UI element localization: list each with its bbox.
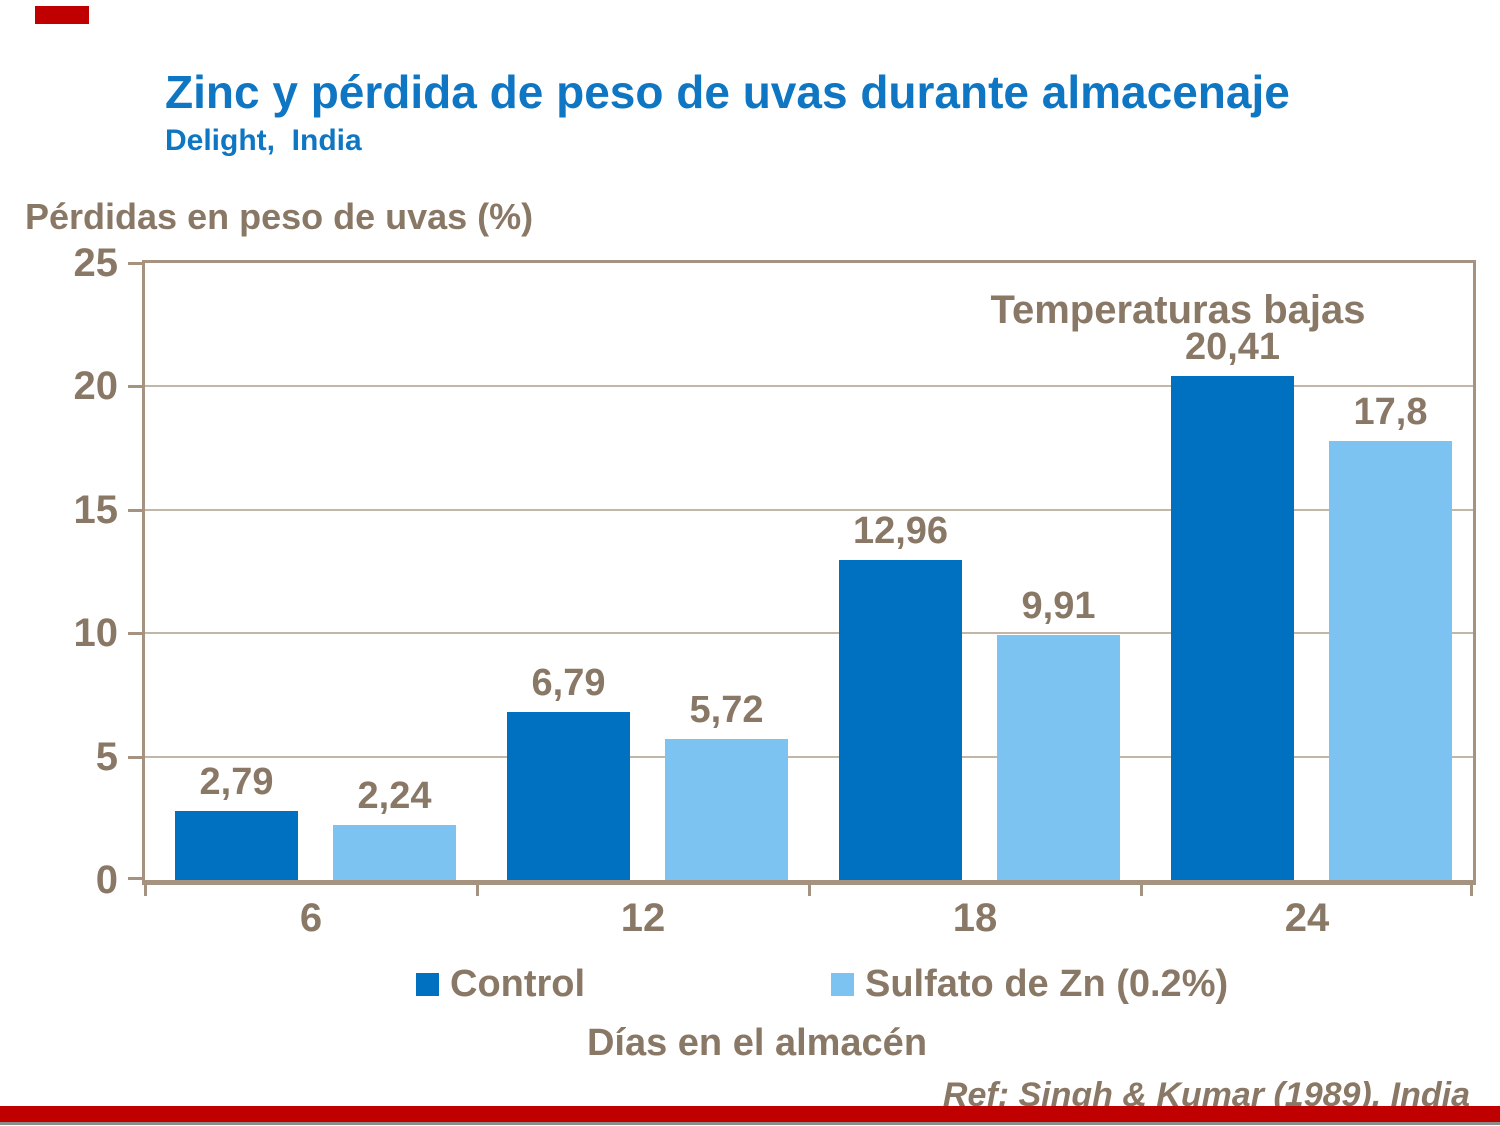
bar-sulfato-de-zn-0-2--18 [997,635,1120,880]
bar-value-label: 2,79 [199,761,274,804]
y-axis-tick [128,262,143,265]
top-left-red-accent [35,6,89,24]
y-axis-tick [128,632,143,636]
gridline [145,632,1473,635]
legend-label-sulfato: Sulfato de Zn (0.2%) [865,962,1229,1005]
bar-value-label: 20,41 [1184,326,1281,369]
bar-sulfato-de-zn-0-2--6 [333,824,456,880]
x-tick-label: 18 [952,896,998,940]
bar-control-18 [839,560,962,880]
chart-title: Zinc y pérdida de peso de uvas durante a… [165,66,1290,118]
footer-red-bar [0,1106,1500,1122]
bar-value-label: 17,8 [1353,390,1428,433]
x-axis-tick [476,880,479,896]
x-tick-label: 6 [299,896,323,940]
y-axis-tick-labels: 0 5 10 15 20 25 [0,241,119,902]
y-tick-label: 15 [73,487,119,532]
y-axis-tick [128,755,143,759]
annotation-temperaturas-bajas: Temperaturas bajas [990,288,1366,332]
x-axis-tick [1140,880,1143,896]
x-axis-tick [808,880,811,896]
y-tick-label: 25 [73,241,119,285]
chart-subtitle: Delight, India [165,124,362,157]
footer-gray-line [0,1122,1500,1125]
bar-value-label: 2,24 [357,774,432,817]
gridline [145,508,1473,511]
x-axis-tick-labels: 6 12 18 24 [145,898,1473,948]
plot-area: 2,79 6,79 12,96 20,41 2,24 5,72 9,91 17,8 [128,260,1476,896]
bar-control-24 [1171,376,1294,880]
bar-value-label: 12,96 [852,510,949,553]
x-axis-tick [1470,880,1473,896]
legend-label-control: Control [450,962,586,1005]
y-tick-label: 0 [95,858,118,902]
legend-item-control: Control [416,962,585,1006]
y-axis-tick [128,385,143,389]
x-tick-label: 12 [620,896,666,940]
bar-sulfato-de-zn-0-2--24 [1329,440,1452,880]
y-tick-label: 10 [73,611,119,656]
x-tick-label: 24 [1284,896,1330,940]
bar-value-label: 6,79 [531,662,606,705]
bar-value-label: 5,72 [689,688,764,731]
y-tick-label: 5 [95,734,118,779]
legend-swatch-sulfato [831,972,854,996]
y-axis-tick [128,508,143,512]
y-axis-tick [128,877,143,880]
legend-item-sulfato: Sulfato de Zn (0.2%) [831,962,1228,1006]
bar-value-label: 9,91 [1021,585,1096,628]
gridline [145,755,1473,758]
bar-control-6 [175,811,298,880]
bar-sulfato-de-zn-0-2--12 [665,738,788,880]
x-axis-title: Días en el almacén [586,1022,928,1064]
x-axis-tick [144,880,147,896]
y-tick-label: 20 [73,364,119,409]
legend-swatch-control [416,972,439,996]
gridline [145,385,1473,388]
y-axis-title: Pérdidas en peso de uvas (%) [25,196,534,237]
bar-control-12 [507,712,630,880]
